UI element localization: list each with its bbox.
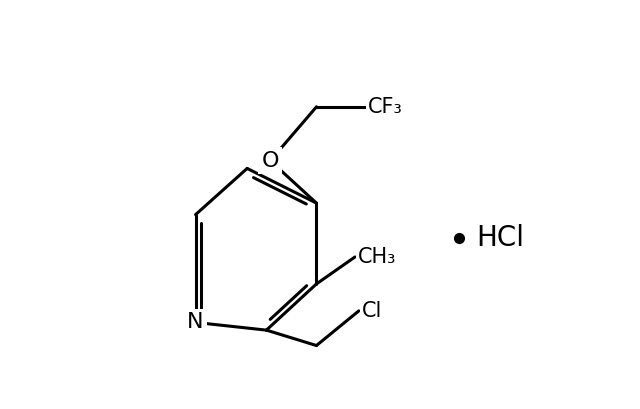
Text: CH₃: CH₃ bbox=[358, 247, 396, 267]
Text: Cl: Cl bbox=[362, 301, 382, 321]
Text: HCl: HCl bbox=[476, 224, 524, 252]
Text: O: O bbox=[262, 151, 279, 171]
Text: N: N bbox=[188, 312, 204, 333]
Text: CF₃: CF₃ bbox=[368, 97, 403, 117]
